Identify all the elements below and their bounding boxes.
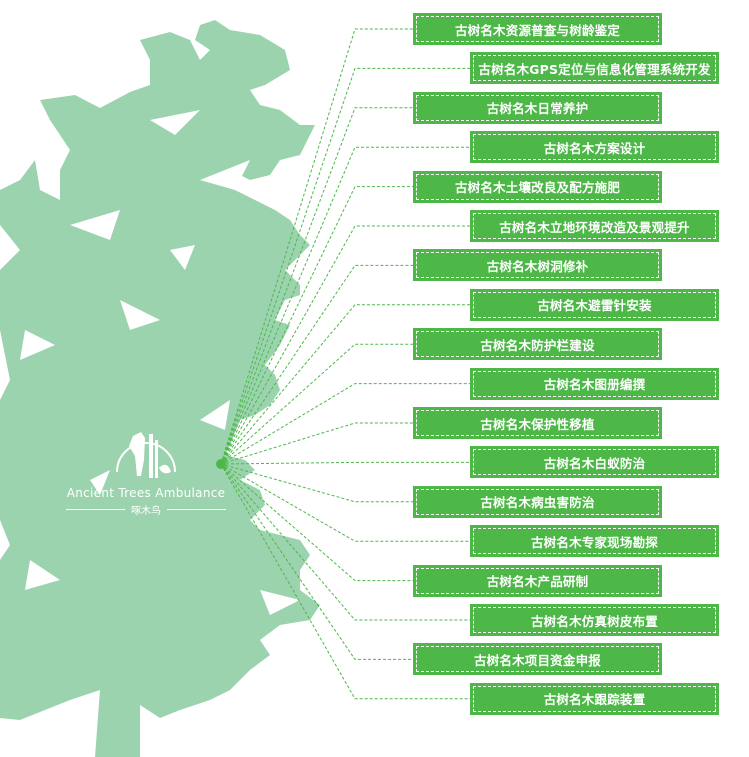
connector-line <box>220 463 413 582</box>
service-box: 古树名木白蚁防治 <box>470 446 719 479</box>
service-box: 古树名木跟踪装置 <box>470 682 719 715</box>
service-label: 古树名木资源普查与树龄鉴定 <box>416 16 659 42</box>
connector-line <box>220 383 470 465</box>
origin-dot <box>216 459 226 469</box>
service-box: 古树名木防护栏建设 <box>413 328 662 361</box>
service-box: 古树名木项目资金申报 <box>413 643 662 676</box>
service-label: 古树名木仿真树皮布置 <box>473 607 716 633</box>
service-label: 古树名木土壤改良及配方施肥 <box>416 173 659 200</box>
logo: Ancient Trees Ambulance 啄木鸟 <box>66 420 226 517</box>
service-label: 古树名木方案设计 <box>473 134 716 161</box>
connector-line <box>220 463 470 621</box>
connector-line <box>220 463 413 660</box>
service-label: 古树名木病虫害防治 <box>416 488 659 515</box>
service-box: 古树名木专家现场勘探 <box>470 525 719 558</box>
service-box: 古树名木日常养护 <box>413 91 662 124</box>
service-label: 古树名木白蚁防治 <box>473 449 716 476</box>
service-box: 古树名木图册编撰 <box>470 367 719 400</box>
service-label: 古树名木立地环境改造及景观提升 <box>473 213 716 239</box>
connector-line <box>220 186 413 465</box>
service-label: 古树名木项目资金申报 <box>416 646 659 673</box>
service-box: 古树名木产品研制 <box>413 564 662 597</box>
connector-line <box>220 463 470 700</box>
service-box: 古树名木GPS定位与信息化管理系统开发 <box>470 52 719 85</box>
service-box: 古树名木仿真树皮布置 <box>470 604 719 636</box>
service-label: 古树名木树洞修补 <box>416 252 659 279</box>
service-label: 古树名木保护性移植 <box>416 410 659 436</box>
service-label: 古树名木图册编撰 <box>473 370 716 397</box>
service-box: 古树名木避雷针安装 <box>470 288 719 321</box>
connector-line <box>220 67 470 465</box>
service-label: 古树名木避雷针安装 <box>473 291 716 318</box>
logo-name-cn: 啄木鸟 <box>131 506 161 517</box>
logo-name-en: Ancient Trees Ambulance <box>66 486 226 500</box>
service-box: 古树名木立地环境改造及景观提升 <box>470 210 719 242</box>
service-box: 古树名木病虫害防治 <box>413 485 662 518</box>
service-label: 古树名木GPS定位与信息化管理系统开发 <box>473 55 716 82</box>
service-box: 古树名木资源普查与树龄鉴定 <box>413 13 662 45</box>
connector-line <box>220 146 470 465</box>
woodpecker-on-tree-icon <box>116 432 176 478</box>
service-label: 古树名木专家现场勘探 <box>473 528 716 555</box>
service-box: 古树名木土壤改良及配方施肥 <box>413 170 662 203</box>
service-label: 古树名木日常养护 <box>416 94 659 121</box>
connector-line <box>220 422 413 465</box>
service-label: 古树名木防护栏建设 <box>416 331 659 358</box>
connector-line <box>220 107 413 465</box>
connector-line <box>220 461 470 465</box>
connector-line <box>220 225 470 465</box>
service-label: 古树名木跟踪装置 <box>473 685 716 712</box>
connector-line <box>220 463 413 503</box>
service-box: 古树名木保护性移植 <box>413 407 662 439</box>
service-label: 古树名木产品研制 <box>416 567 659 594</box>
service-box: 古树名木方案设计 <box>470 131 719 164</box>
connector-line <box>220 463 470 542</box>
service-box: 古树名木树洞修补 <box>413 249 662 282</box>
connector-line <box>220 28 413 465</box>
